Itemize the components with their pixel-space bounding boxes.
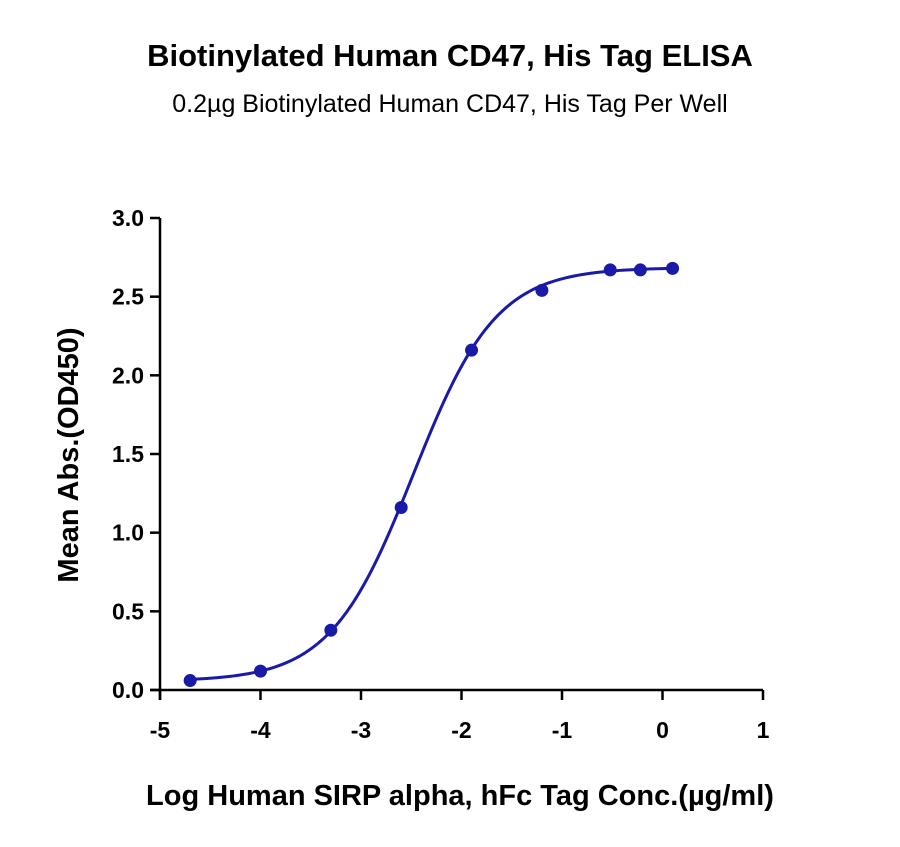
data-point [633, 263, 647, 277]
data-point [465, 343, 479, 357]
axes [150, 218, 763, 700]
data-point [254, 664, 267, 678]
fit-curve-group [190, 266, 673, 681]
y-tick-label: 3.0 [112, 205, 144, 231]
fit-curve [190, 266, 673, 681]
x-tick-label: 1 [757, 717, 770, 743]
x-tick-label: -3 [351, 717, 371, 743]
x-tick-label: -5 [150, 717, 171, 743]
y-tick-label: 1.5 [112, 441, 144, 467]
chart-subtitle: 0.2µg Biotinylated Human CD47, His Tag P… [172, 90, 728, 118]
y-tick-label: 2.5 [112, 284, 144, 310]
data-point [183, 674, 197, 688]
x-tick-label: -2 [451, 717, 471, 743]
data-point [666, 261, 680, 275]
x-tick-label: 0 [656, 717, 669, 743]
y-axis-label: Mean Abs.(OD450) [53, 327, 85, 582]
ticks: 0.0 0.5 1.0 1.5 2.0 2.5 3.0 -5 -4 -3 -2 -1 0 1 [112, 205, 770, 743]
data-point [324, 623, 338, 637]
data-points [183, 261, 680, 688]
x-tick-label: -4 [250, 717, 271, 743]
y-tick-label: 0.5 [112, 598, 144, 624]
y-tick-label: 1.0 [112, 520, 144, 546]
y-tick-label: 2.0 [112, 362, 144, 388]
x-tick-label: -1 [552, 717, 573, 743]
x-axis-label: Log Human SIRP alpha, hFc Tag Conc.(µg/m… [146, 780, 774, 812]
data-point [535, 283, 549, 297]
data-point [394, 500, 408, 514]
chart-title: Biotinylated Human CD47, His Tag ELISA [147, 38, 753, 73]
data-point [603, 263, 617, 277]
y-tick-label: 0.0 [112, 677, 144, 703]
